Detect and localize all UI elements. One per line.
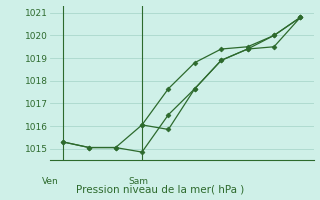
Text: Pression niveau de la mer( hPa ): Pression niveau de la mer( hPa ) [76, 184, 244, 194]
Text: Sam: Sam [128, 177, 148, 186]
Text: Ven: Ven [42, 177, 58, 186]
